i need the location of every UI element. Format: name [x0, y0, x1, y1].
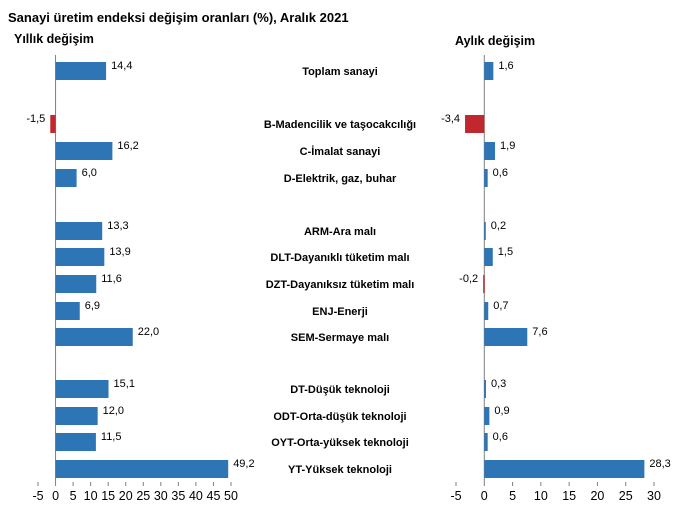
tick-label-right-30: 30 — [647, 489, 661, 503]
bar-left-c-i-malat-sanayi — [55, 142, 113, 160]
data-label-left-b-madencilik-ve-ta-ocakc-l: -1,5 — [26, 113, 45, 125]
category-label-d-elektrik-gaz-buhar: D-Elektrik, gaz, buhar — [284, 173, 397, 185]
chart-title: Sanayi üretim endeksi değişim oranları (… — [8, 10, 349, 25]
tick-label-left-minus5: -5 — [32, 489, 43, 503]
data-label-left-enj-enerji: 6,9 — [85, 300, 100, 312]
tick-label-right-5: 5 — [509, 489, 516, 503]
bar-right-d-elektrik-gaz-buhar — [484, 169, 488, 187]
tick-label-right-25: 25 — [619, 489, 633, 503]
data-label-right-dt-d-k-teknoloji: 0,3 — [491, 378, 506, 390]
data-label-left-yt-y-ksek-teknoloji: 49,2 — [233, 458, 254, 470]
data-label-left-odt-orta-d-k-teknoloji: 12,0 — [103, 405, 124, 417]
tick-label-left-25: 25 — [136, 489, 150, 503]
tick-label-right-20: 20 — [590, 489, 604, 503]
bar-right-c-i-malat-sanayi — [484, 142, 496, 160]
tick-label-left-15: 15 — [101, 489, 115, 503]
category-label-c-i-malat-sanayi: C-İmalat sanayi — [300, 145, 381, 158]
data-label-right-oyt-orta-y-ksek-teknoloji: 0,6 — [493, 431, 508, 443]
data-label-left-toplam-sanayi: 14,4 — [111, 60, 132, 72]
data-label-right-d-elektrik-gaz-buhar: 0,6 — [493, 167, 508, 179]
tick-label-right-minus5: -5 — [450, 489, 461, 503]
bar-right-toplam-sanayi — [484, 62, 494, 80]
tick-label-left-0: 0 — [52, 489, 59, 503]
bar-right-odt-orta-d-k-teknoloji — [484, 407, 490, 425]
bar-left-toplam-sanayi — [55, 62, 107, 80]
bar-right-dt-d-k-teknoloji — [484, 380, 486, 398]
bar-right-sem-sermaye-mal — [484, 328, 528, 346]
category-label-odt-orta-d-k-teknoloji: ODT-Orta-düşük teknoloji — [273, 411, 406, 423]
tick-label-right-15: 15 — [562, 489, 576, 503]
category-label-oyt-orta-y-ksek-teknoloji: OYT-Orta-yüksek teknoloji — [271, 437, 409, 449]
data-label-left-d-elektrik-gaz-buhar: 6,0 — [82, 167, 97, 179]
bar-right-dlt-dayan-kl-t-ketim-mal — [484, 248, 493, 266]
data-label-right-c-i-malat-sanayi: 1,9 — [500, 140, 515, 152]
data-label-left-dzt-dayan-ks-z-t-ketim-mal: 11,6 — [101, 273, 122, 285]
category-label-dzt-dayan-ks-z-t-ketim-mal: DZT-Dayanıksız tüketim malı — [266, 279, 415, 291]
category-label-arm-ara-mal: ARM-Ara malı — [304, 226, 376, 238]
tick-label-left-5: 5 — [70, 489, 77, 503]
right-panel-title: Aylık değişim — [455, 34, 535, 48]
data-label-right-toplam-sanayi: 1,6 — [498, 60, 513, 72]
category-label-dt-d-k-teknoloji: DT-Düşük teknoloji — [290, 384, 390, 396]
category-label-sem-sermaye-mal: SEM-Sermaye malı — [291, 332, 389, 344]
data-label-left-dlt-dayan-kl-t-ketim-mal: 13,9 — [109, 246, 130, 258]
bar-left-sem-sermaye-mal — [55, 328, 133, 346]
category-label-dlt-dayan-kl-t-ketim-mal: DLT-Dayanıklı tüketim malı — [270, 252, 409, 264]
bar-left-oyt-orta-y-ksek-teknoloji — [55, 433, 96, 451]
bar-right-b-madencilik-ve-ta-ocakc-l — [465, 115, 485, 133]
data-label-right-yt-y-ksek-teknoloji: 28,3 — [649, 458, 670, 470]
data-label-left-arm-ara-mal: 13,3 — [107, 220, 128, 232]
bar-left-dlt-dayan-kl-t-ketim-mal — [55, 248, 105, 266]
data-label-left-sem-sermaye-mal: 22,0 — [138, 326, 159, 338]
data-label-right-dzt-dayan-ks-z-t-ketim-mal: -0,2 — [459, 273, 478, 285]
bar-left-yt-y-ksek-teknoloji — [55, 460, 229, 478]
bar-left-enj-enerji — [55, 302, 80, 320]
bar-right-oyt-orta-y-ksek-teknoloji — [484, 433, 488, 451]
category-label-yt-y-ksek-teknoloji: YT-Yüksek teknoloji — [288, 464, 392, 476]
tick-label-left-35: 35 — [171, 489, 185, 503]
data-label-left-dt-d-k-teknoloji: 15,1 — [114, 378, 135, 390]
tick-label-left-30: 30 — [154, 489, 168, 503]
data-label-right-arm-ara-mal: 0,2 — [491, 220, 506, 232]
data-label-left-c-i-malat-sanayi: 16,2 — [117, 140, 138, 152]
tick-label-right-0: 0 — [481, 489, 488, 503]
bar-right-enj-enerji — [484, 302, 489, 320]
bar-left-d-elektrik-gaz-buhar — [55, 169, 77, 187]
tick-label-left-50: 50 — [224, 489, 238, 503]
data-label-right-dlt-dayan-kl-t-ketim-mal: 1,5 — [498, 246, 513, 258]
bar-left-b-madencilik-ve-ta-ocakc-l — [50, 115, 56, 133]
category-label-toplam-sanayi: Toplam sanayi — [302, 66, 378, 78]
bar-right-yt-y-ksek-teknoloji — [484, 460, 645, 478]
category-label-b-madencilik-ve-ta-ocakc-l: B-Madencilik ve taşocakcılığı — [264, 119, 416, 131]
tick-label-left-40: 40 — [189, 489, 203, 503]
bar-right-arm-ara-mal — [484, 222, 486, 240]
tick-label-left-45: 45 — [207, 489, 221, 503]
data-label-right-sem-sermaye-mal: 7,6 — [532, 326, 547, 338]
bar-left-dt-d-k-teknoloji — [55, 380, 109, 398]
tick-label-left-10: 10 — [84, 489, 98, 503]
data-label-right-odt-orta-d-k-teknoloji: 0,9 — [494, 405, 509, 417]
bar-left-odt-orta-d-k-teknoloji — [55, 407, 98, 425]
data-label-right-b-madencilik-ve-ta-ocakc-l: -3,4 — [441, 113, 460, 125]
tick-label-left-20: 20 — [119, 489, 133, 503]
category-label-enj-enerji: ENJ-Enerji — [312, 306, 368, 318]
bar-left-dzt-dayan-ks-z-t-ketim-mal — [55, 275, 97, 293]
data-label-right-enj-enerji: 0,7 — [493, 300, 508, 312]
tick-label-right-10: 10 — [534, 489, 548, 503]
chart-marks: Toplam sanayi B-Madencilik ve taşocakcılı… — [26, 55, 671, 503]
bar-right-dzt-dayan-ks-z-t-ketim-mal — [483, 275, 485, 293]
data-label-left-oyt-orta-y-ksek-teknoloji: 11,5 — [101, 431, 122, 443]
bar-left-arm-ara-mal — [55, 222, 103, 240]
left-panel-title: Yıllık değişim — [14, 32, 94, 46]
